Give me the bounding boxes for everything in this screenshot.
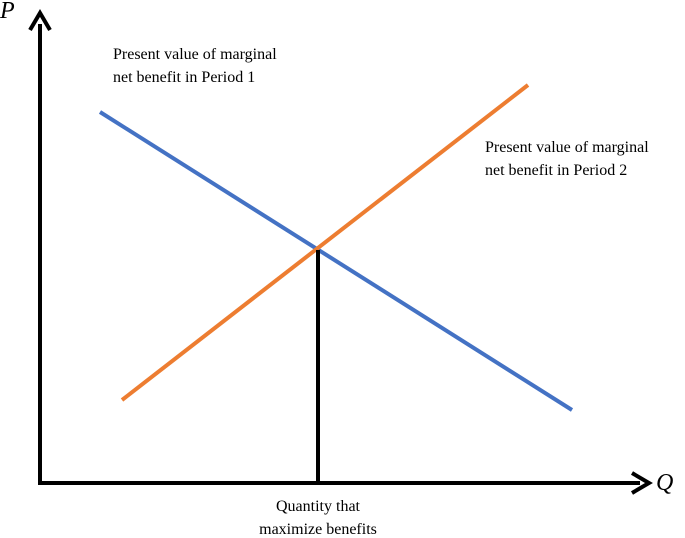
y-axis-arrow xyxy=(28,9,52,32)
curve-label: Present value of marginal xyxy=(113,46,277,63)
equilibrium-label: Quantity that xyxy=(276,498,361,515)
curve-label: net benefit in Period 1 xyxy=(113,69,255,86)
equilibrium-label: maximize benefits xyxy=(259,521,377,538)
curve-label: net benefit in Period 2 xyxy=(485,162,627,179)
period1-curve xyxy=(98,110,574,412)
x-axis-arrow xyxy=(630,471,653,495)
curve-label: Present value of marginal xyxy=(485,139,649,156)
x-axis-label: Q xyxy=(656,470,673,496)
period2-curve xyxy=(120,83,530,402)
y-axis-label: P xyxy=(0,0,15,24)
